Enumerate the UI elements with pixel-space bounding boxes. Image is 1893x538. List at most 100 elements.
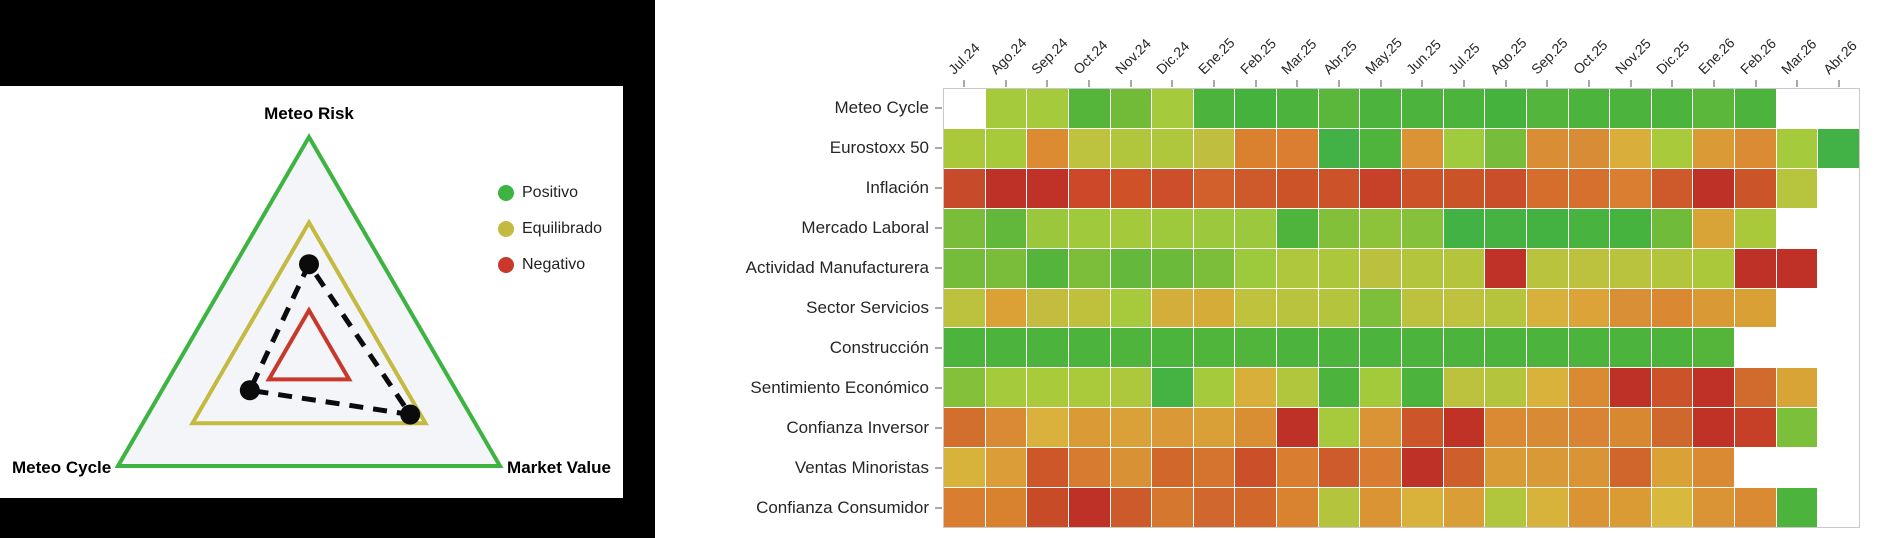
heatmap-cell[interactable] — [1318, 408, 1360, 448]
heatmap-cell[interactable] — [1402, 248, 1443, 288]
heatmap-cell[interactable] — [1443, 488, 1485, 527]
heatmap-cell[interactable] — [1193, 288, 1235, 328]
heatmap-cell[interactable] — [1110, 368, 1152, 408]
heatmap-cell[interactable] — [1193, 408, 1235, 448]
heatmap-cell[interactable] — [1318, 208, 1360, 248]
heatmap-cell[interactable] — [1526, 288, 1568, 328]
legend-item-equilibrado[interactable]: Equilibrado — [498, 220, 602, 237]
heatmap-cell[interactable] — [1443, 328, 1485, 368]
heatmap-cell[interactable] — [1027, 248, 1068, 288]
heatmap-cell[interactable] — [1193, 128, 1235, 168]
heatmap-cell[interactable] — [1235, 128, 1277, 168]
heatmap-cell[interactable] — [1610, 328, 1651, 368]
heatmap-cell[interactable] — [1651, 408, 1693, 448]
heatmap-cell[interactable] — [1027, 288, 1068, 328]
heatmap-cell[interactable] — [1443, 288, 1485, 328]
heatmap-cell[interactable] — [1068, 248, 1110, 288]
heatmap-cell[interactable] — [1693, 408, 1735, 448]
heatmap-cell[interactable] — [1027, 408, 1068, 448]
heatmap-cell[interactable] — [1110, 288, 1152, 328]
heatmap-cell[interactable] — [1568, 168, 1610, 208]
heatmap-cell[interactable] — [1277, 248, 1318, 288]
heatmap-cell[interactable] — [1193, 328, 1235, 368]
heatmap-cell[interactable] — [1568, 208, 1610, 248]
heatmap-cell[interactable] — [985, 448, 1027, 488]
heatmap-cell[interactable] — [1068, 328, 1110, 368]
heatmap-cell[interactable] — [1443, 448, 1485, 488]
heatmap-cell[interactable] — [1651, 328, 1693, 368]
heatmap-cell[interactable] — [1360, 408, 1401, 448]
heatmap-cell[interactable] — [1693, 208, 1735, 248]
heatmap-cell[interactable] — [1068, 488, 1110, 527]
heatmap-cell[interactable] — [1402, 208, 1443, 248]
heatmap-cell[interactable] — [1693, 488, 1735, 527]
heatmap-cell[interactable] — [1318, 448, 1360, 488]
heatmap-cell[interactable] — [1360, 288, 1401, 328]
heatmap-cell[interactable] — [944, 208, 985, 248]
heatmap-cell[interactable] — [1735, 208, 1776, 248]
heatmap-cell[interactable] — [1443, 208, 1485, 248]
heatmap-cell[interactable] — [1610, 488, 1651, 527]
heatmap-cell[interactable] — [1318, 488, 1360, 527]
heatmap-cell[interactable] — [1235, 89, 1277, 128]
heatmap-cell[interactable] — [1152, 128, 1193, 168]
heatmap-cell[interactable] — [985, 168, 1027, 208]
heatmap-cell[interactable] — [1027, 208, 1068, 248]
heatmap-cell[interactable] — [1068, 408, 1110, 448]
heatmap-cell[interactable] — [1485, 168, 1526, 208]
heatmap-cell[interactable] — [1235, 248, 1277, 288]
heatmap-cell[interactable] — [1318, 288, 1360, 328]
heatmap-cell[interactable] — [1776, 248, 1818, 288]
heatmap-cell[interactable] — [1235, 168, 1277, 208]
heatmap-cell[interactable] — [944, 288, 985, 328]
heatmap-cell[interactable] — [1027, 488, 1068, 527]
heatmap-cell[interactable] — [1776, 408, 1818, 448]
heatmap-cell[interactable] — [1027, 168, 1068, 208]
heatmap-cell[interactable] — [1735, 488, 1776, 527]
heatmap-cell[interactable] — [1235, 408, 1277, 448]
heatmap-cell[interactable] — [1526, 128, 1568, 168]
heatmap-cell[interactable] — [1568, 328, 1610, 368]
heatmap-cell[interactable] — [1735, 168, 1776, 208]
heatmap-cell[interactable] — [1152, 328, 1193, 368]
heatmap-cell[interactable] — [1360, 488, 1401, 527]
heatmap-cell[interactable] — [985, 408, 1027, 448]
heatmap-cell[interactable] — [1318, 168, 1360, 208]
heatmap-cell[interactable] — [1360, 168, 1401, 208]
heatmap-cell[interactable] — [1277, 168, 1318, 208]
heatmap-cell[interactable] — [1443, 368, 1485, 408]
heatmap-cell[interactable] — [1110, 89, 1152, 128]
heatmap-cell[interactable] — [985, 288, 1027, 328]
heatmap-cell[interactable] — [1485, 288, 1526, 328]
heatmap-cell[interactable] — [1485, 368, 1526, 408]
heatmap-cell[interactable] — [1318, 248, 1360, 288]
heatmap-cell[interactable] — [1152, 248, 1193, 288]
heatmap-cell[interactable] — [1110, 328, 1152, 368]
heatmap-cell[interactable] — [1443, 408, 1485, 448]
heatmap-cell[interactable] — [1402, 89, 1443, 128]
heatmap-cell[interactable] — [1402, 368, 1443, 408]
heatmap-cell[interactable] — [1402, 288, 1443, 328]
heatmap-cell[interactable] — [1526, 328, 1568, 368]
heatmap-cell[interactable] — [1110, 208, 1152, 248]
heatmap-cell[interactable] — [1526, 208, 1568, 248]
heatmap-cell[interactable] — [1443, 128, 1485, 168]
heatmap-cell[interactable] — [1027, 448, 1068, 488]
heatmap-cell[interactable] — [1443, 89, 1485, 128]
heatmap-cell[interactable] — [1193, 248, 1235, 288]
heatmap-cell[interactable] — [1152, 408, 1193, 448]
heatmap-cell[interactable] — [1110, 448, 1152, 488]
heatmap-cell[interactable] — [1735, 89, 1776, 128]
legend-item-negativo[interactable]: Negativo — [498, 256, 602, 273]
heatmap-cell[interactable] — [944, 168, 985, 208]
heatmap-cell[interactable] — [1693, 168, 1735, 208]
heatmap-cell[interactable] — [1443, 248, 1485, 288]
heatmap-cell[interactable] — [1235, 488, 1277, 527]
heatmap-cell[interactable] — [944, 368, 985, 408]
heatmap-cell[interactable] — [1693, 328, 1735, 368]
heatmap-cell[interactable] — [1235, 288, 1277, 328]
heatmap-cell[interactable] — [1318, 128, 1360, 168]
heatmap-cell[interactable] — [1193, 208, 1235, 248]
heatmap-cell[interactable] — [1651, 89, 1693, 128]
heatmap-cell[interactable] — [944, 488, 985, 527]
